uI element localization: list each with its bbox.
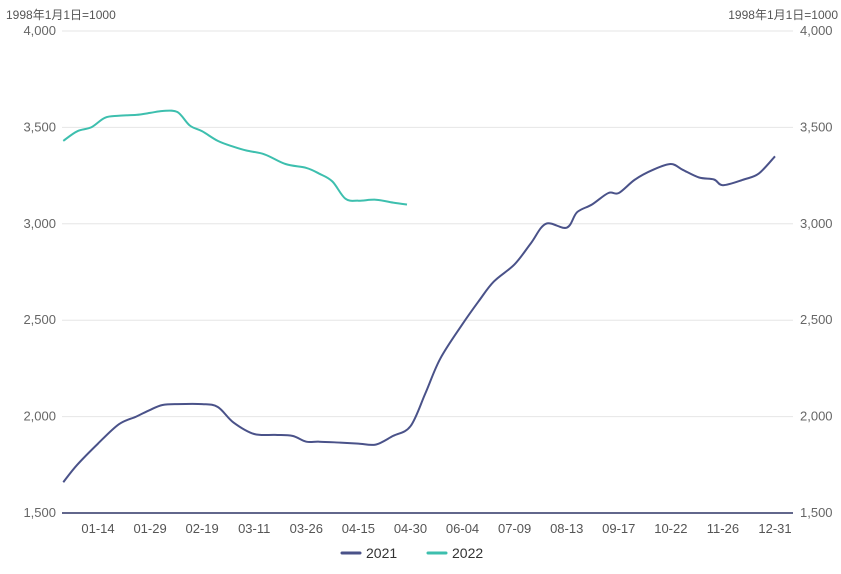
x-axis: 01-14 01-29 02-19 03-11 03-26 04-15 04-30 06-04… bbox=[62, 512, 793, 536]
x-tick-label: 09-17 bbox=[602, 521, 635, 536]
x-tick-label: 10-22 bbox=[654, 521, 687, 536]
x-tick-label: 08-13 bbox=[550, 521, 583, 536]
y-tick-label-left: 1,500 bbox=[23, 505, 56, 520]
y-tick-label-right: 4,000 bbox=[800, 23, 833, 38]
y-tick-label-left: 4,000 bbox=[23, 23, 56, 38]
series-line-2021 bbox=[62, 155, 776, 483]
series-line-2022 bbox=[62, 109, 408, 206]
x-tick-label: 11-26 bbox=[707, 521, 739, 536]
legend-item-2022[interactable]: 2022 bbox=[426, 545, 483, 561]
x-tick-label: 01-14 bbox=[81, 521, 114, 536]
x-tick-label: 12-31 bbox=[758, 521, 791, 536]
x-tick-label: 03-11 bbox=[238, 521, 270, 536]
x-tick-label: 02-19 bbox=[186, 521, 219, 536]
y-axis-left: 1,500 2,000 2,500 3,000 3,500 4,000 bbox=[23, 23, 56, 520]
x-tick-label: 03-26 bbox=[290, 521, 323, 536]
y-tick-label-left: 2,000 bbox=[23, 409, 56, 424]
legend-label-2022: 2022 bbox=[452, 545, 483, 561]
legend-label-2021: 2021 bbox=[366, 545, 397, 561]
plot-area bbox=[62, 109, 776, 483]
legend[interactable]: 2021 2022 bbox=[340, 545, 483, 561]
y-tick-label-right: 3,500 bbox=[800, 119, 833, 134]
y-tick-label-right: 2,500 bbox=[800, 312, 833, 327]
x-tick-label: 04-15 bbox=[342, 521, 375, 536]
y-tick-label-left: 3,500 bbox=[23, 119, 56, 134]
y-tick-label-right: 3,000 bbox=[800, 216, 833, 231]
y-axis-right: 1,500 2,000 2,500 3,000 3,500 4,000 bbox=[800, 23, 833, 520]
y-tick-label-right: 1,500 bbox=[800, 505, 833, 520]
x-tick-label: 04-30 bbox=[394, 521, 427, 536]
unit-label-left: 1998年1月1日=1000 bbox=[6, 8, 116, 22]
x-tick-label: 06-04 bbox=[446, 521, 479, 536]
legend-item-2021[interactable]: 2021 bbox=[340, 545, 397, 561]
y-tick-label-left: 3,000 bbox=[23, 216, 56, 231]
x-tick-label: 01-29 bbox=[133, 521, 166, 536]
gridlines bbox=[62, 30, 793, 418]
y-tick-label-right: 2,000 bbox=[800, 409, 833, 424]
unit-label-right: 1998年1月1日=1000 bbox=[728, 8, 838, 22]
y-tick-label-left: 2,500 bbox=[23, 312, 56, 327]
x-tick-label: 07-09 bbox=[498, 521, 531, 536]
